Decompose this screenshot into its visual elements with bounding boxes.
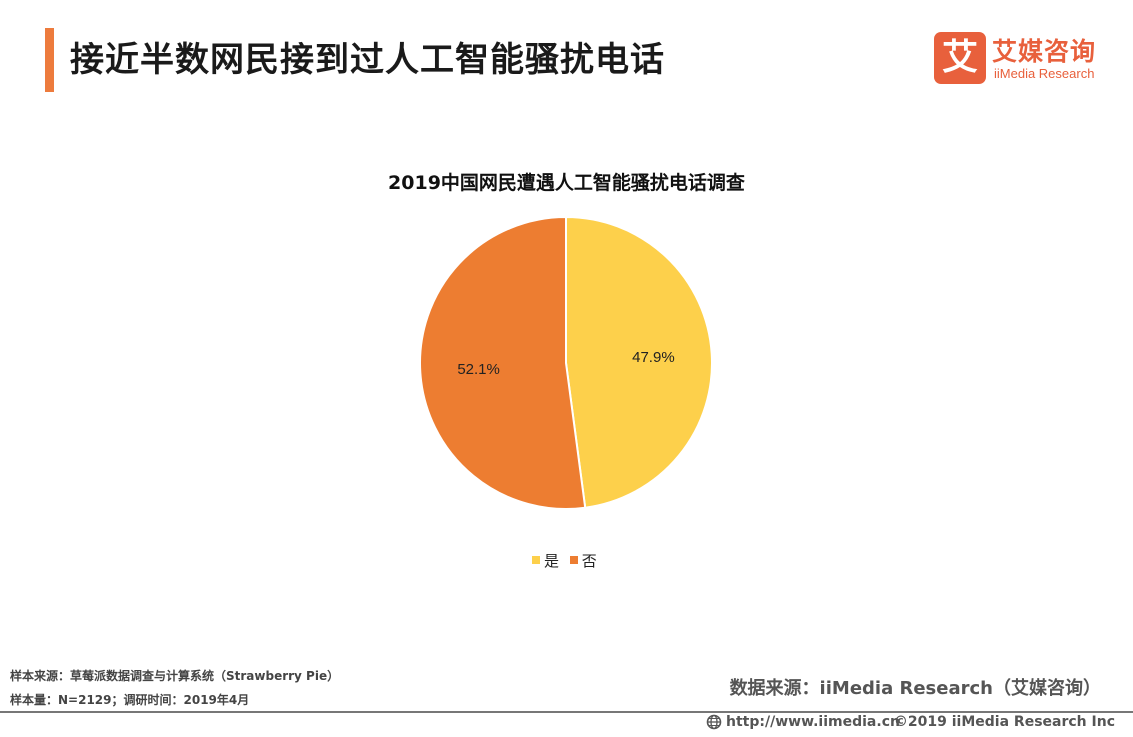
legend-label-yes: 是 [544, 552, 560, 570]
legend-item-yes: 是 [532, 550, 559, 571]
legend-swatch-yes [532, 556, 540, 564]
logo-icon-char: 艾 [941, 37, 978, 78]
title-accent-bar [45, 28, 54, 92]
footer-url-text: http://www.iimedia.cn [726, 714, 900, 730]
page-title: 接近半数网民接到过人工智能骚扰电话 [70, 40, 665, 80]
chart-title: 2019中国网民遭遇人工智能骚扰电话调查 [388, 172, 745, 194]
footer-url[interactable]: http://www.iimedia.cn [706, 714, 900, 730]
pie-label-yes: 47.9% [632, 349, 675, 366]
sample-source-note: 样本来源：草莓派数据调查与计算系统（Strawberry Pie） [10, 669, 340, 683]
legend-item-no: 否 [569, 550, 597, 571]
logo-name-en: iiMedia Research [994, 66, 1095, 81]
logo-icon: 艾 [934, 32, 986, 84]
globe-icon [706, 714, 722, 730]
sample-size-note: 样本量：N=2129；调研时间：2019年4月 [10, 693, 250, 707]
legend-label-no: 否 [581, 552, 597, 570]
legend-swatch-no [569, 556, 578, 564]
brand-logo: 艾 艾媒咨询 iiMedia Research [934, 32, 1124, 86]
pie-slice-no [419, 215, 587, 510]
chart-legend: 是 否 [532, 550, 603, 571]
footer-copyright: ©2019 iiMedia Research Inc [893, 714, 1115, 730]
footer-divider [0, 711, 1133, 713]
pie-label-no: 52.1% [457, 361, 500, 378]
data-source: 数据来源：iiMedia Research（艾媒咨询） [729, 678, 1101, 699]
pie-slice-yes [565, 215, 713, 509]
logo-name-cn: 艾媒咨询 [992, 37, 1097, 66]
